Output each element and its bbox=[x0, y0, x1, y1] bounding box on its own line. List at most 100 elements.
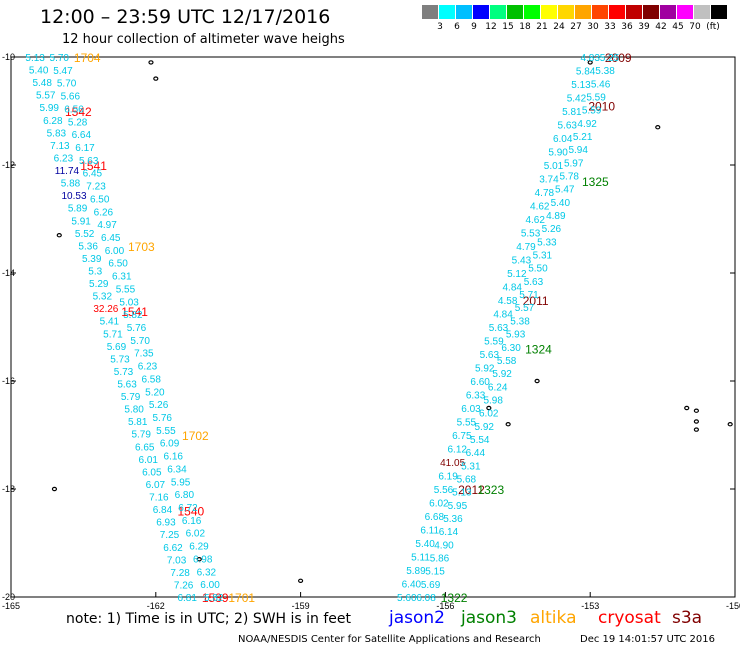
island-outline bbox=[56, 232, 62, 238]
swh-value: 5.50 bbox=[528, 264, 548, 275]
time-label: 1704 bbox=[74, 51, 101, 65]
swh-value: 6.62 bbox=[163, 543, 183, 554]
swh-value: 5.3 bbox=[88, 266, 102, 277]
island-outline bbox=[693, 419, 699, 424]
swh-value: 5.57 bbox=[36, 91, 56, 102]
swh-value: 5.92 bbox=[492, 369, 512, 380]
swh-value: 5.58 bbox=[497, 356, 517, 367]
swh-value: 5.71 bbox=[519, 290, 539, 301]
scale-swatch bbox=[575, 5, 591, 19]
swh-value: 5.70 bbox=[50, 53, 70, 64]
swh-value: 5.21 bbox=[573, 132, 593, 143]
swh-value: 5.78 bbox=[560, 172, 580, 183]
swh-value: 5.13 bbox=[452, 488, 472, 499]
swh-value: 41.05 bbox=[440, 458, 465, 469]
swh-value: 4.92 bbox=[577, 119, 597, 130]
lat-tick-label: -16 bbox=[2, 376, 15, 386]
swh-value: 6.81 bbox=[177, 593, 197, 604]
swh-value: 5.48 bbox=[32, 78, 52, 89]
swh-value: 5.55 bbox=[457, 418, 477, 429]
scale-swatch bbox=[541, 5, 557, 19]
swh-value: 5.90 bbox=[548, 148, 568, 159]
swh-value: 6.50 bbox=[108, 259, 128, 270]
swh-value: 5.01 bbox=[544, 161, 564, 172]
swh-value: 6.14 bbox=[439, 527, 459, 538]
swh-value: 5.42 bbox=[567, 94, 587, 105]
swh-value: 4.89 bbox=[546, 211, 566, 222]
time-label: 2012 bbox=[458, 483, 485, 497]
swh-value: 5.95 bbox=[171, 477, 191, 488]
island-outline bbox=[486, 405, 492, 411]
time-label: 1541 bbox=[80, 159, 107, 173]
swh-value: 5.82 bbox=[204, 593, 224, 604]
swh-value: 5.91 bbox=[71, 216, 91, 227]
swh-value: 6.23 bbox=[54, 153, 74, 164]
swh-value: 5.93 bbox=[506, 330, 526, 341]
swh-value: 5.39 bbox=[82, 254, 102, 265]
legend-entry-s3a: s3a bbox=[672, 608, 703, 628]
swh-value: 5.86 bbox=[430, 553, 450, 564]
swh-value: 5.11 bbox=[411, 553, 430, 564]
swh-value: 5.97 bbox=[564, 158, 584, 169]
swh-value: 6.00 bbox=[105, 246, 125, 257]
time-label: 1540 bbox=[177, 505, 204, 519]
lon-tick-label: -156 bbox=[436, 601, 454, 611]
swh-value: 6.24 bbox=[488, 382, 508, 393]
swh-value: 7.16 bbox=[149, 493, 169, 504]
swh-value: 5.79 bbox=[121, 392, 141, 403]
swh-value: 5.15 bbox=[425, 567, 445, 578]
swh-value: 10.53 bbox=[62, 191, 87, 202]
swh-value: 5.52 bbox=[75, 229, 95, 240]
scale-swatch bbox=[558, 5, 574, 19]
swh-value: 5.57 bbox=[515, 303, 535, 314]
swh-value: 5.32 bbox=[93, 292, 113, 303]
swh-value: 6.58 bbox=[141, 374, 161, 385]
scale-label: 30 bbox=[587, 22, 599, 32]
scale-label: 21 bbox=[536, 22, 548, 32]
swh-value: 7.03 bbox=[167, 555, 187, 566]
swh-value: 5.63 bbox=[489, 323, 509, 334]
swh-value: 5.40 bbox=[415, 539, 435, 550]
scale-label: 70 bbox=[689, 22, 701, 32]
lon-tick-label: -162 bbox=[147, 601, 165, 611]
swh-value: 5.82 bbox=[123, 310, 143, 321]
swh-value: 6.02 bbox=[429, 499, 449, 510]
swh-value: 5.13 bbox=[571, 80, 591, 91]
swh-value: 5.99 bbox=[40, 103, 60, 114]
swh-value: 5.79 bbox=[131, 430, 151, 441]
swh-value: 6.05 bbox=[142, 467, 162, 478]
swh-value: 5.56 bbox=[434, 485, 454, 496]
swh-value: 6.16 bbox=[164, 452, 184, 463]
scale-swatch bbox=[643, 5, 659, 19]
time-label: 1701 bbox=[228, 591, 255, 605]
swh-value: 5.26 bbox=[149, 400, 169, 411]
swh-value: 5.20 bbox=[145, 387, 165, 398]
island-outline bbox=[534, 378, 540, 384]
swh-value: 6.17 bbox=[75, 143, 95, 154]
swh-value: 6.44 bbox=[466, 448, 486, 459]
swh-value: 5.81 bbox=[562, 107, 582, 118]
island-outline bbox=[505, 422, 511, 427]
swh-value: 5.59 bbox=[586, 93, 606, 104]
swh-value: 5.03 bbox=[119, 297, 139, 308]
time-label: 1703 bbox=[128, 240, 155, 254]
generation-timestamp: Dec 19 14:01:57 UTC 2016 bbox=[580, 634, 715, 645]
swh-value: 5.73 bbox=[110, 354, 130, 365]
swh-value: 6.68 bbox=[425, 512, 445, 523]
island-outline bbox=[727, 422, 733, 427]
time-label: 1542 bbox=[65, 105, 92, 119]
swh-value: 5.53 bbox=[521, 229, 541, 240]
swh-value: 5.25 bbox=[600, 53, 620, 64]
swh-value: 5.40 bbox=[29, 66, 49, 77]
swh-value: 6.34 bbox=[167, 464, 187, 475]
scale-label: 15 bbox=[502, 22, 514, 32]
swh-value: 6.40 bbox=[402, 580, 422, 591]
time-label: 2011 bbox=[523, 294, 549, 308]
scale-label: 27 bbox=[570, 22, 582, 32]
time-label: 1323 bbox=[477, 483, 504, 497]
swh-value: 5.76 bbox=[153, 413, 173, 424]
swh-value: 6.98 bbox=[193, 554, 213, 565]
time-label: 1325 bbox=[582, 175, 609, 189]
lat-tick-label: -20 bbox=[2, 592, 15, 602]
swh-value: 5.66 bbox=[61, 92, 81, 103]
